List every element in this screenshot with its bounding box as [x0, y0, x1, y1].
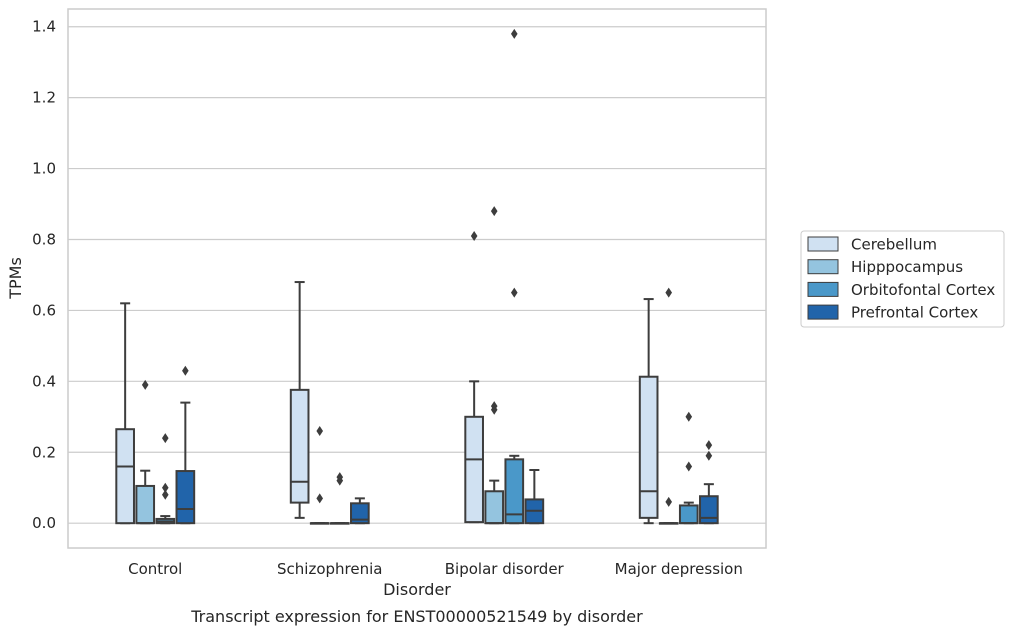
legend-frame — [800, 230, 1005, 328]
tick-labels: 0.0 0.2 0.4 0.6 0.8 1.0 1.2 1.4 Control Schizophr… — [32, 18, 743, 578]
y-tick-label: 1.4 — [32, 18, 56, 36]
legend-label: Orbitofontal Cortex — [851, 281, 995, 299]
box — [678, 504, 699, 525]
box-group — [309, 425, 330, 525]
boxes — [115, 28, 719, 525]
box-group — [524, 468, 545, 525]
x-tick-label: Bipolar disorder — [445, 560, 565, 578]
box-group — [678, 411, 699, 525]
box-group — [329, 472, 350, 525]
outlier-point — [336, 475, 344, 486]
chart-title: Transcript expression for ENST0000052154… — [190, 607, 643, 626]
y-tick-label: 0.0 — [32, 514, 56, 532]
box-group — [658, 287, 679, 525]
y-tick-label: 0.8 — [32, 230, 56, 248]
legend-label: Cerebellum — [851, 236, 937, 254]
outlier-point — [665, 287, 673, 298]
outlier-point — [161, 433, 169, 444]
x-tick-label: Major depression — [615, 560, 743, 578]
gridlines — [68, 26, 766, 524]
legend-swatch — [807, 236, 839, 252]
y-tick-label: 1.0 — [32, 160, 56, 178]
outlier-point — [490, 206, 498, 217]
box — [504, 458, 525, 525]
box-group — [464, 230, 484, 524]
x-axis-title: Disorder — [383, 580, 451, 599]
y-axis-title: TPMs — [6, 257, 25, 300]
plot-frame — [67, 8, 767, 549]
x-tick-label: Schizophrenia — [277, 560, 382, 578]
box — [115, 428, 135, 525]
outlier-point — [685, 411, 693, 422]
outlier-point — [161, 482, 169, 493]
box-group — [484, 206, 505, 525]
outlier-point — [685, 461, 693, 472]
box — [289, 388, 310, 504]
outlier-point — [470, 230, 478, 241]
x-tick-label: Control — [128, 560, 182, 578]
legend-label: Prefrontal Cortex — [851, 304, 978, 322]
box-group — [175, 365, 196, 525]
legend-swatch — [807, 281, 839, 297]
outlier-point — [510, 287, 518, 298]
box-group — [289, 281, 310, 519]
y-tick-label: 0.2 — [32, 443, 56, 461]
outlier-point — [510, 28, 518, 39]
legend-swatch — [807, 259, 839, 275]
outlier-point — [316, 493, 324, 504]
box — [350, 502, 370, 525]
box — [135, 484, 156, 525]
box-group — [155, 433, 176, 525]
outlier-point — [705, 440, 713, 451]
box-group — [699, 440, 719, 525]
box-group — [135, 379, 156, 525]
box — [175, 470, 196, 525]
box-group — [504, 28, 525, 525]
box — [638, 375, 659, 519]
outlier-point — [665, 496, 673, 507]
outlier-point — [316, 425, 324, 436]
box-group — [350, 497, 370, 525]
outlier-point — [182, 365, 189, 376]
box — [699, 495, 719, 525]
outlier-point — [161, 489, 169, 500]
box-group — [638, 298, 659, 525]
box — [484, 490, 505, 525]
outlier-point — [490, 404, 498, 415]
outlier-point — [705, 450, 713, 461]
y-tick-label: 1.2 — [32, 89, 56, 107]
box — [464, 415, 484, 524]
y-tick-label: 0.4 — [32, 372, 56, 390]
legend: Cerebellum Hipppocampus Orbitofontal Corte… — [800, 230, 1005, 328]
legend-label: Hipppocampus — [851, 258, 963, 276]
y-tick-label: 0.6 — [32, 301, 56, 319]
box-group — [115, 302, 135, 525]
legend-swatch — [807, 304, 839, 320]
outlier-point — [141, 379, 149, 390]
